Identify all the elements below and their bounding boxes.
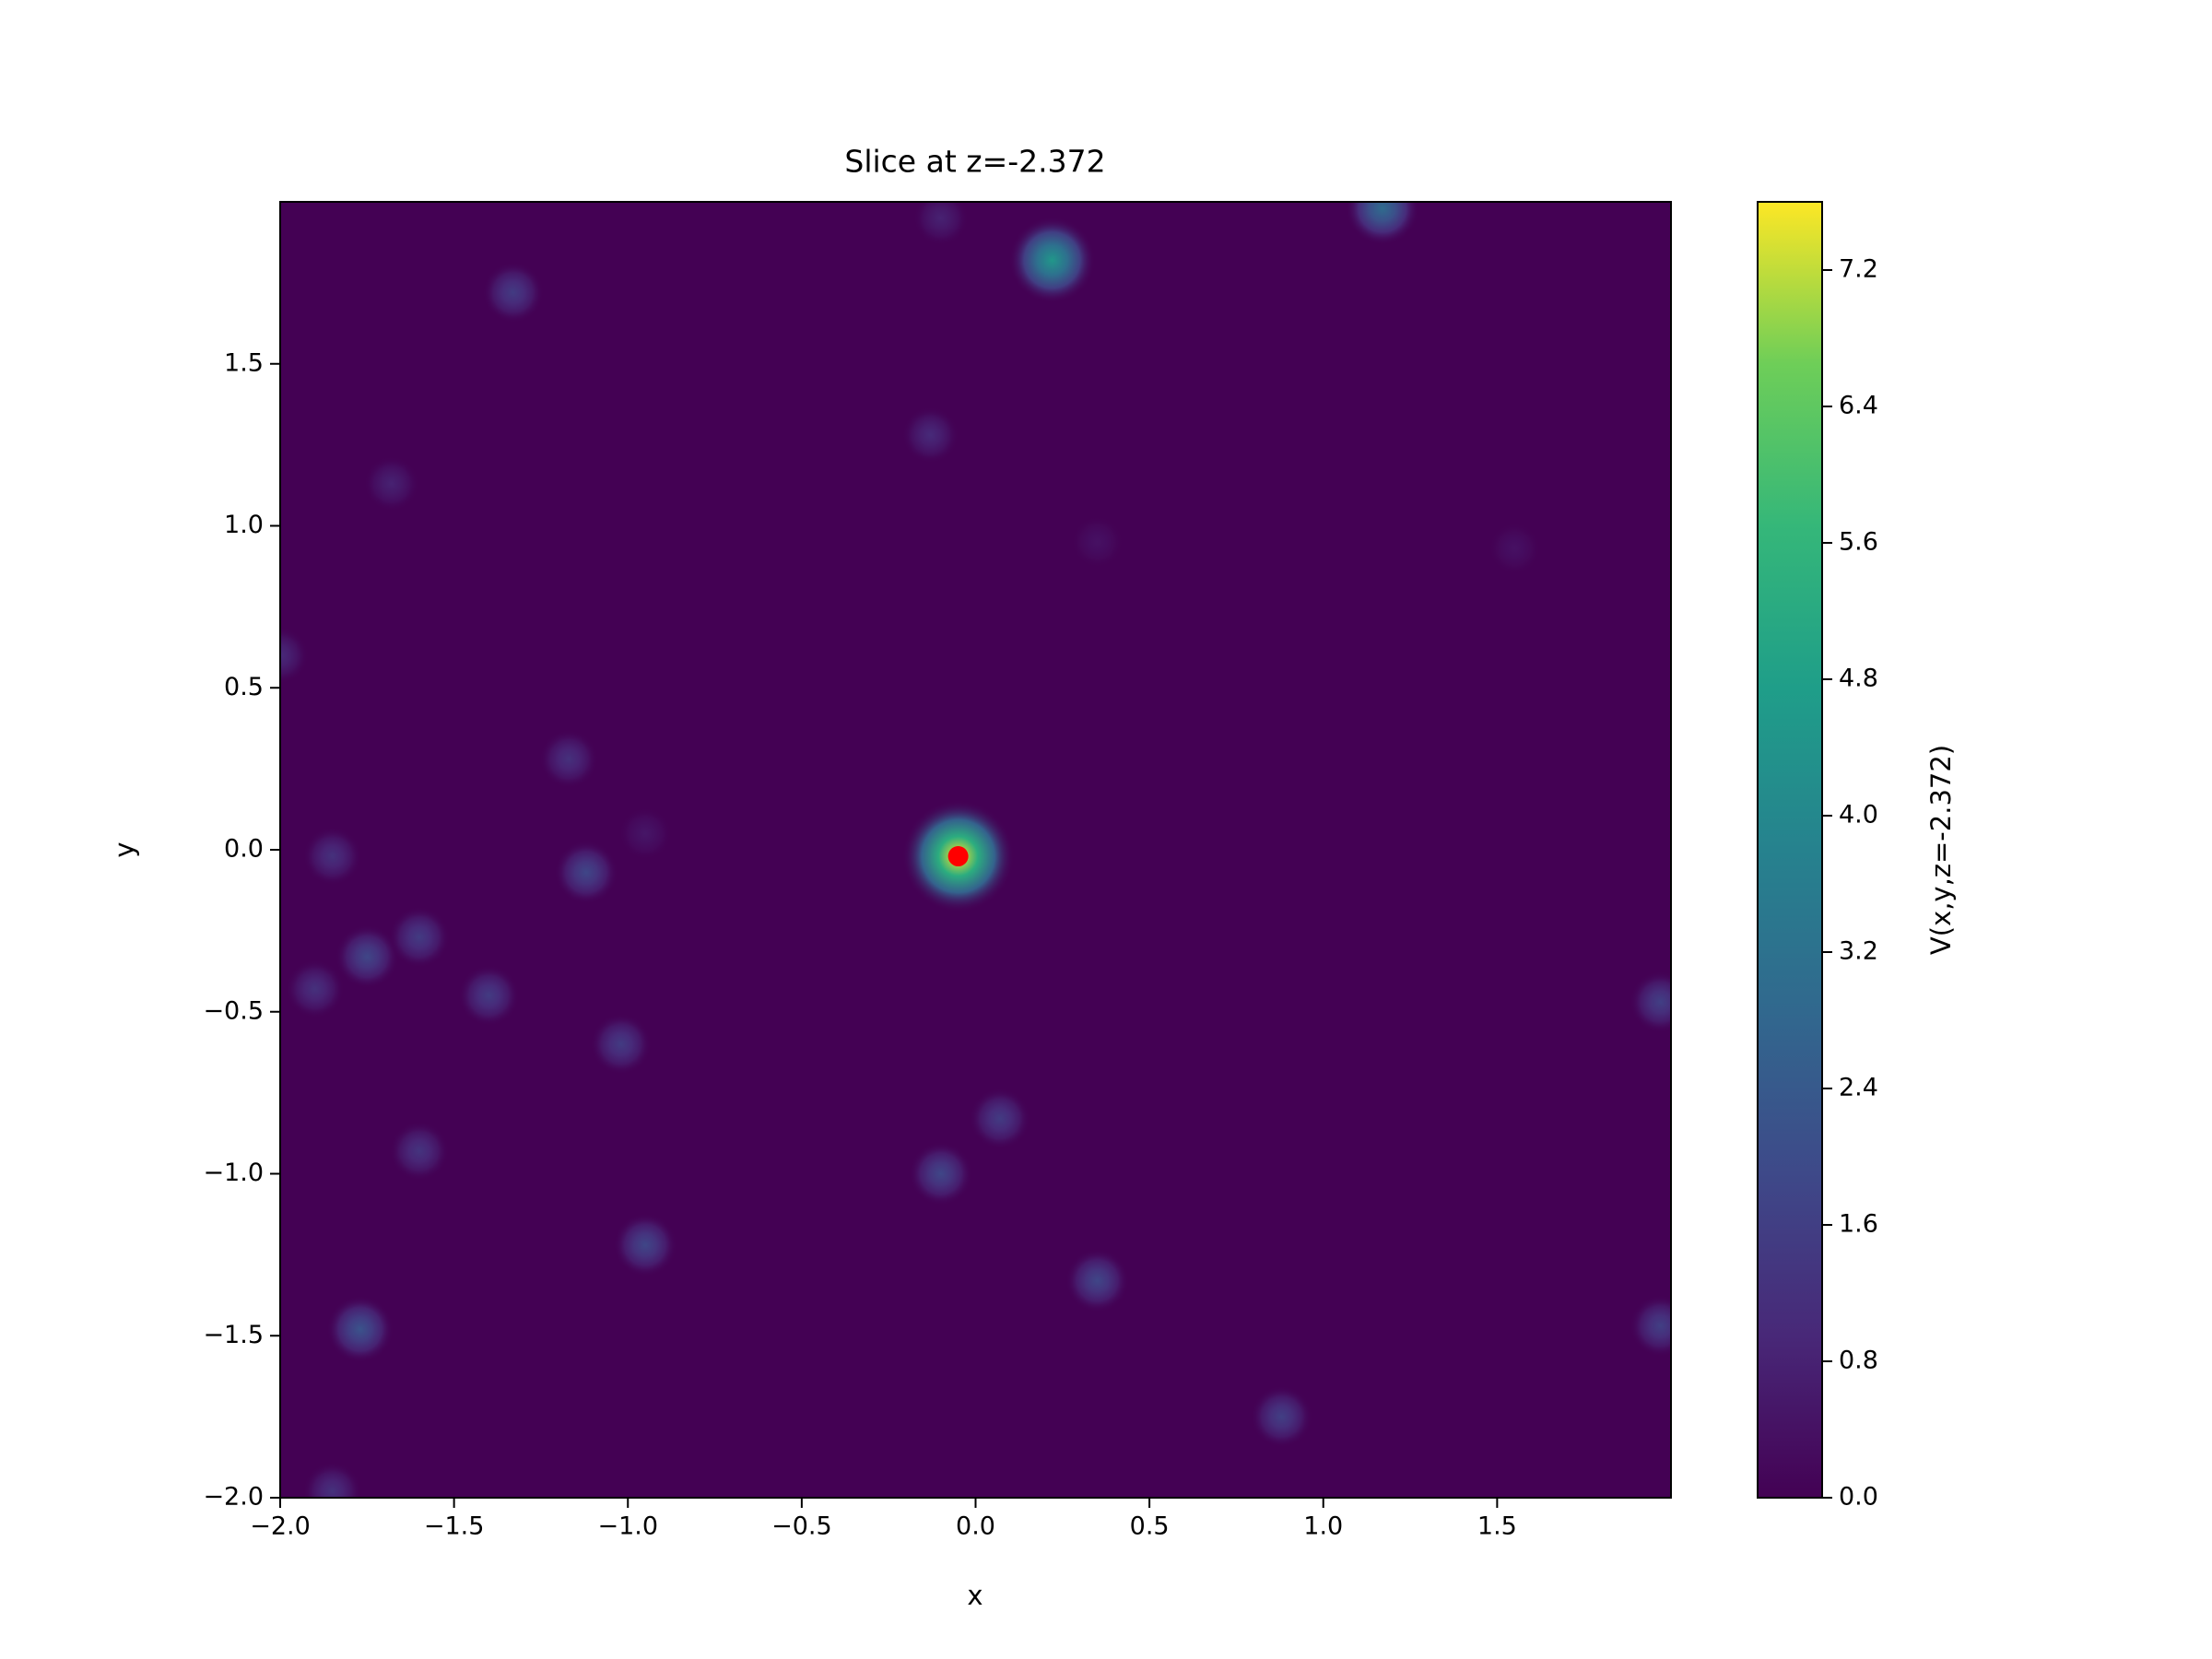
potential-peak [969,1088,1031,1149]
potential-peak [388,906,451,969]
x-tick-label: 0.0 [956,1512,995,1541]
colorbar-tick-label: 2.4 [1839,1074,1878,1102]
y-tick-label: 1.0 [224,511,264,539]
y-tick-label: 0.0 [224,835,264,864]
y-tick-label: 1.5 [224,348,264,377]
potential-peak [1250,1385,1313,1448]
colorbar-tick-label: 4.0 [1839,801,1878,830]
colorbar-tick-label: 7.2 [1839,255,1878,284]
x-tick-label: −2.0 [250,1512,311,1541]
x-tick-label: −1.5 [424,1512,485,1541]
y-tick-label: −0.5 [203,996,264,1025]
potential-peak [280,627,309,685]
potential-peak [458,964,520,1027]
potential-peak [1008,217,1096,304]
y-tick-label: −2.0 [203,1483,264,1512]
x-tick-label: −1.0 [597,1512,658,1541]
colorbar-tick-label: 6.4 [1839,392,1878,420]
potential-peak [389,1121,450,1182]
colorbar-tick-label: 4.8 [1839,665,1878,693]
potential-peak [482,262,544,324]
potential-peak [326,1295,394,1363]
potential-peak [285,959,345,1018]
x-tick-label: 0.5 [1130,1512,1170,1541]
potential-peak [1065,1248,1130,1313]
colorbar-tick-label: 5.6 [1839,528,1878,557]
x-axis-label: x [967,1580,982,1611]
potential-peak [539,729,598,789]
potential-peak [302,1462,362,1498]
chart-title: Slice at z=-2.372 [844,144,1105,180]
y-tick-label: −1.0 [203,1159,264,1187]
potential-peak [1071,515,1124,569]
field [280,202,1671,1498]
x-tick-label: −0.5 [771,1512,832,1541]
colorbar [1757,201,1823,1499]
x-tick-label: 1.0 [1303,1512,1343,1541]
colorbar-label: V(x,y,z=-2.372) [1925,745,1957,955]
potential-peak [554,841,618,905]
x-tick-label: 1.5 [1477,1512,1517,1541]
colorbar-tick-label: 0.0 [1839,1483,1878,1512]
potential-peak [613,1213,677,1277]
potential-peak [1488,522,1541,575]
potential-peak [909,1141,973,1206]
potential-peak [1345,202,1419,246]
potential-peak [618,806,672,861]
potential-peak [1630,1295,1671,1358]
y-tick-label: −1.5 [203,1321,264,1349]
colorbar-tick-label: 0.8 [1839,1347,1878,1375]
marker-point [947,846,969,867]
y-axis-label: y [109,841,140,857]
colorbar-tick-label: 1.6 [1839,1210,1878,1239]
potential-peak [363,455,419,512]
y-tick-label: 0.5 [224,673,264,701]
potential-peak [912,202,969,246]
potential-peak [590,1013,652,1076]
colorbar-tick-label: 3.2 [1839,937,1878,966]
potential-peak [335,924,399,989]
potential-peak [901,406,959,465]
potential-peak [302,827,362,886]
potential-peak [1630,971,1671,1033]
